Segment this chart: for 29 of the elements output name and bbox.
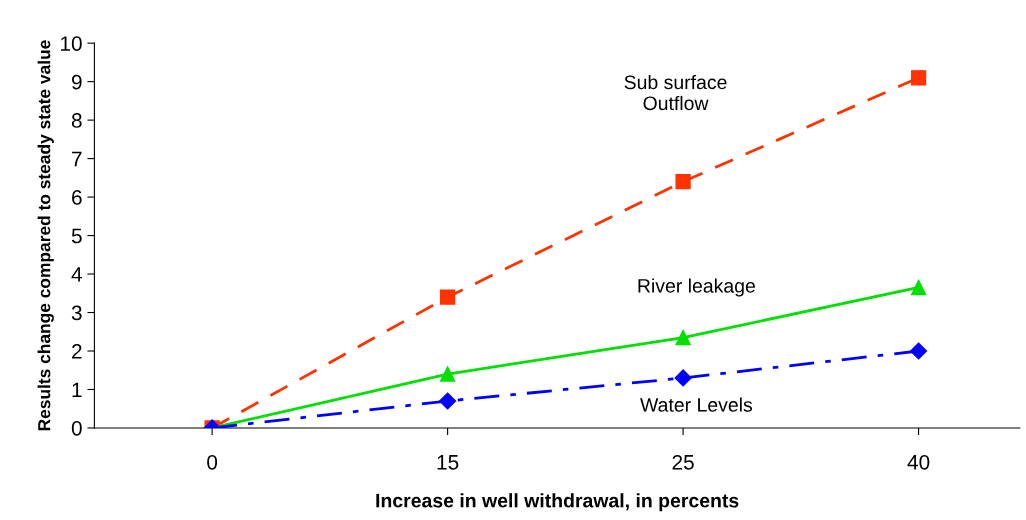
point	[675, 329, 691, 346]
point	[439, 289, 456, 305]
y-tick-label: 9	[71, 74, 82, 90]
y-tick-label: 2	[72, 344, 82, 359]
point	[675, 174, 691, 190]
y-tick-label: 1	[72, 382, 82, 398]
y-tick-label: 10	[61, 36, 82, 51]
y-tick-label: 4	[71, 267, 82, 282]
y-tick-label: 6	[72, 190, 82, 205]
point	[910, 342, 928, 360]
point	[910, 279, 927, 296]
y-tick-label: 5	[71, 228, 82, 244]
x-tick-label: 25	[672, 454, 694, 470]
point	[910, 70, 927, 86]
y-tick-label: 3	[71, 305, 82, 321]
x-tick-label: 15	[437, 455, 459, 470]
y-tick-label: 8	[71, 113, 82, 128]
x-tick-label: 0	[207, 454, 218, 470]
x-axis-title: Increase in well withdrawal, in percents	[376, 493, 739, 512]
series-label: Water Levels	[640, 397, 753, 412]
y-tick-label: 0	[71, 420, 82, 436]
point	[439, 366, 456, 382]
text: Sub surface Outflow	[624, 74, 727, 111]
point	[674, 369, 692, 387]
x-tick-label: 40	[907, 454, 930, 470]
y-axis-title: Results change compared to steady state value	[37, 40, 54, 431]
y-tick-label: 7	[72, 151, 82, 167]
series-label: River leakage	[638, 278, 755, 297]
point	[439, 392, 457, 410]
